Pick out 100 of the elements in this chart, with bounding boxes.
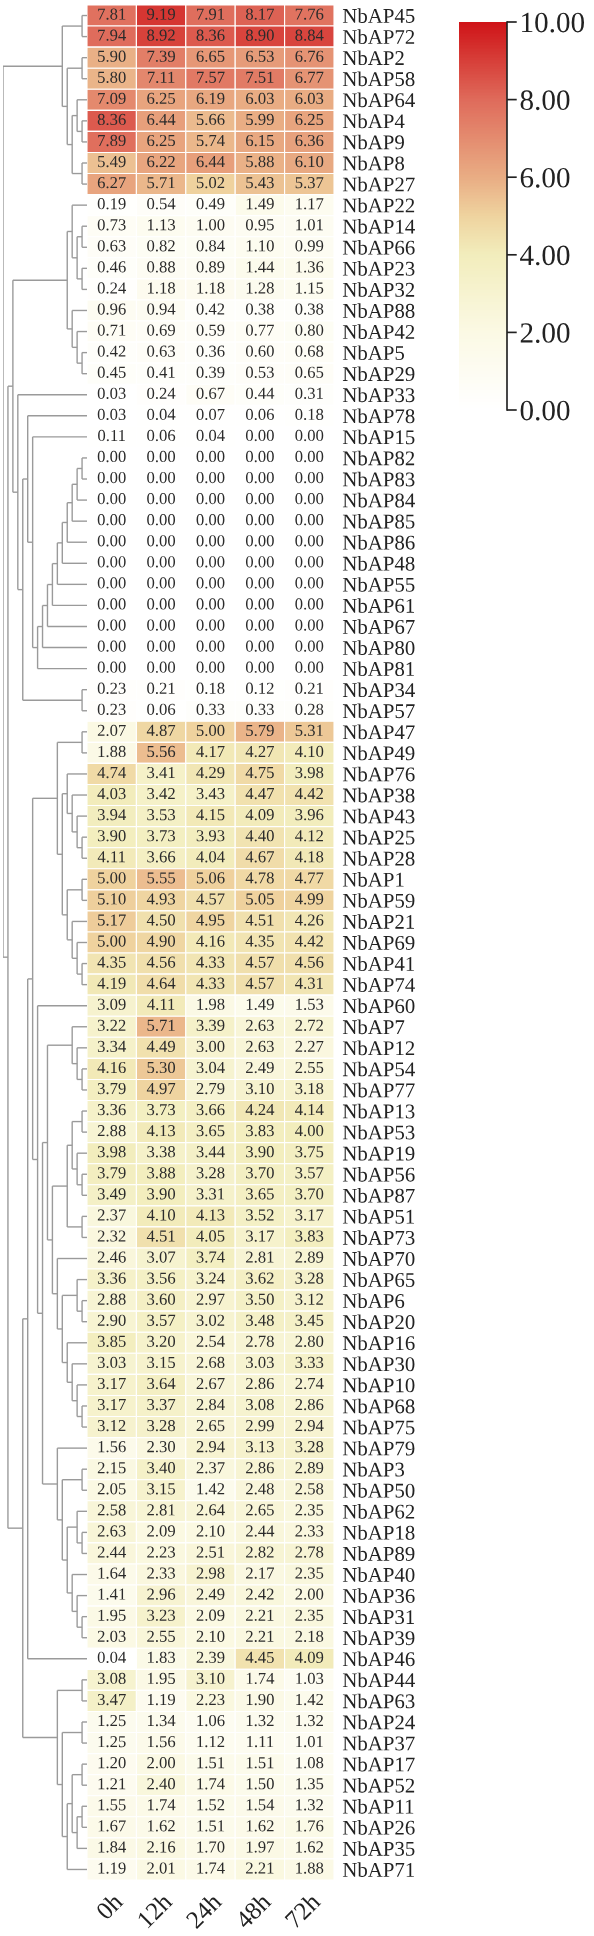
data-label: 4.47 — [245, 788, 274, 800]
data-label: 2.33 — [295, 1525, 324, 1537]
data-label: 3.62 — [246, 1272, 274, 1284]
data-label: 2.78 — [295, 1546, 324, 1558]
data-label: 1.03 — [296, 1672, 324, 1685]
data-label: 3.04 — [196, 1061, 225, 1074]
data-label: 4.18 — [295, 851, 324, 863]
data-label: 0.38 — [245, 303, 274, 315]
data-label: 2.03 — [97, 1630, 126, 1642]
data-label: 4.10 — [146, 1209, 176, 1221]
data-label: 9.19 — [147, 8, 175, 20]
data-label: 3.08 — [97, 1672, 126, 1685]
data-label: 0.04 — [147, 408, 176, 421]
data-label: 2.35 — [295, 1567, 324, 1579]
data-label: 0.00 — [97, 640, 126, 652]
data-label: 0.63 — [147, 345, 176, 357]
y-tick-label: NbAP21 — [342, 914, 415, 929]
data-label: 0.21 — [147, 682, 175, 694]
y-tick-label: NbAP59 — [342, 893, 415, 908]
data-label: 4.74 — [97, 767, 127, 779]
data-label: 4.03 — [97, 787, 126, 800]
data-label: 0.00 — [196, 535, 225, 547]
data-label: 0.00 — [245, 619, 274, 631]
data-label: 2.72 — [295, 1019, 323, 1032]
data-label: 2.58 — [97, 1504, 126, 1516]
data-label: 4.77 — [295, 872, 324, 884]
y-tick-label: NbAP58 — [342, 71, 415, 87]
data-label: 6.77 — [295, 71, 324, 83]
data-label: 4.90 — [146, 935, 176, 947]
y-tick-label: NbAP71 — [342, 1862, 415, 1877]
data-label: 1.12 — [197, 1736, 225, 1748]
data-label: 5.90 — [98, 50, 126, 62]
data-label: 4.31 — [295, 977, 323, 989]
y-tick-label: NbAP81 — [342, 661, 415, 677]
x-tick-label: 48h — [233, 1891, 273, 1930]
data-label: 7.91 — [197, 8, 225, 20]
data-label: 0.00 — [97, 556, 126, 568]
data-label: 2.40 — [147, 1778, 176, 1790]
data-label: 0.44 — [245, 387, 275, 399]
y-tick-label: NbAP51 — [342, 1209, 415, 1224]
data-label: 4.24 — [245, 1104, 275, 1116]
data-label: 0.31 — [295, 387, 323, 399]
data-label: 0.00 — [196, 577, 225, 589]
data-label: 1.90 — [246, 1693, 274, 1706]
y-tick-label: NbAP10 — [342, 1377, 415, 1393]
data-label: 4.57 — [245, 977, 274, 989]
data-label: 2.44 — [246, 1525, 275, 1537]
data-label: 0.49 — [196, 198, 225, 210]
data-label: 0.06 — [245, 408, 274, 421]
data-label: 0.73 — [97, 219, 126, 231]
data-label: 0.00 — [245, 514, 274, 526]
data-label: 3.33 — [295, 1356, 324, 1369]
data-label: 3.40 — [147, 1462, 176, 1474]
data-label: 0.00 — [245, 471, 274, 484]
data-label: 3.50 — [246, 1293, 274, 1305]
data-label: 5.06 — [196, 872, 225, 884]
data-label: 7.11 — [147, 71, 175, 83]
data-label: 0.38 — [295, 303, 324, 315]
data-label: 2.00 — [295, 1588, 324, 1600]
data-label: 2.35 — [295, 1504, 324, 1516]
data-label: 5.55 — [147, 872, 176, 884]
y-tick-label: NbAP47 — [342, 724, 415, 740]
data-label: 1.70 — [197, 1841, 225, 1853]
y-tick-label: NbAP65 — [342, 1272, 415, 1288]
data-label: 0.00 — [245, 429, 274, 442]
y-tick-label: NbAP72 — [342, 29, 415, 45]
data-label: 5.88 — [246, 155, 274, 168]
data-label: 3.28 — [295, 1272, 324, 1284]
data-label: 2.97 — [196, 1293, 225, 1305]
data-label: 1.18 — [197, 282, 225, 294]
data-label: 7.57 — [197, 71, 225, 83]
y-tick-label: NbAP2 — [342, 50, 404, 66]
data-label: 4.67 — [245, 851, 274, 863]
data-label: 1.18 — [147, 282, 176, 294]
data-label: 3.34 — [97, 1040, 127, 1053]
data-label: 0.67 — [196, 387, 225, 399]
data-label: 4.29 — [196, 766, 225, 779]
y-tick-label: NbAP57 — [342, 703, 415, 719]
data-label: 0.00 — [147, 535, 176, 547]
data-label: 3.74 — [196, 1251, 225, 1263]
data-label: 3.57 — [295, 1167, 324, 1179]
data-label: 2.46 — [97, 1251, 126, 1263]
data-label: 2.84 — [196, 1398, 225, 1411]
data-label: 2.55 — [147, 1630, 176, 1642]
data-label: 2.67 — [196, 1377, 225, 1390]
data-label: 2.10 — [196, 1630, 225, 1642]
y-tick-label: NbAP55 — [342, 577, 415, 592]
y-tick-label: NbAP15 — [342, 429, 415, 445]
y-tick-label: NbAP78 — [342, 408, 415, 424]
data-label: 3.65 — [246, 1188, 274, 1200]
data-label: 3.43 — [196, 788, 225, 800]
data-label: 0.00 — [295, 514, 324, 526]
data-label: 2.09 — [147, 1525, 175, 1537]
data-label: 2.37 — [97, 1209, 126, 1221]
data-label: 0.00 — [295, 661, 324, 673]
data-label: 0.07 — [196, 408, 225, 421]
y-tick-label: NbAP88 — [342, 303, 415, 318]
data-label: 3.17 — [295, 1209, 324, 1221]
data-label: 0.06 — [147, 429, 176, 442]
data-label: 1.19 — [147, 1693, 175, 1706]
